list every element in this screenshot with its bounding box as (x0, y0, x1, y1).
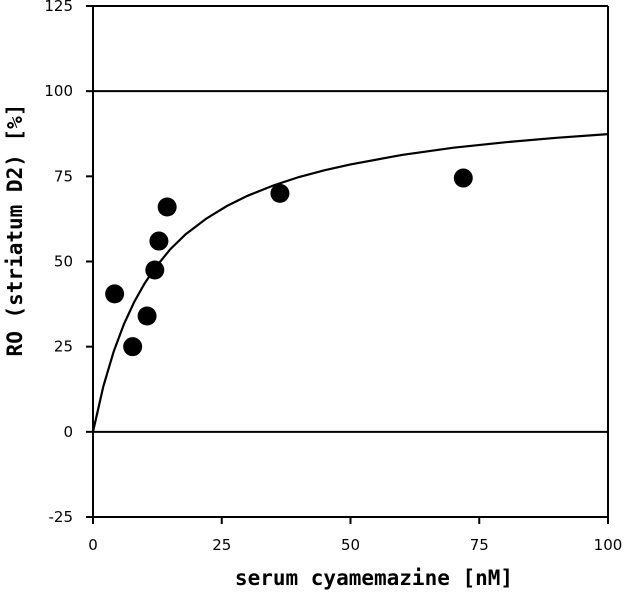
x-tick-label: 25 (212, 536, 231, 554)
plot-frame (92, 5, 609, 518)
data-point (157, 197, 177, 217)
y-tick-label: 125 (44, 0, 73, 15)
x-axis-title: serum cyamemazine [nM] (235, 566, 513, 590)
data-point (453, 168, 473, 188)
data-point (145, 260, 165, 280)
data-point (123, 337, 143, 357)
reference-lines (93, 90, 608, 433)
y-tick-label: -25 (49, 508, 74, 526)
x-tick-label: 50 (341, 536, 360, 554)
x-tick-label: 75 (470, 536, 489, 554)
x-axis-ticks: 0 25 50 75 100 (88, 517, 622, 554)
y-tick-label: 50 (54, 253, 73, 271)
y-tick-label: 0 (63, 423, 73, 441)
x-tick-label: 100 (594, 536, 623, 554)
y-tick-label: 75 (54, 167, 73, 185)
fit-curve (91, 133, 609, 433)
data-point (149, 231, 169, 251)
data-point (105, 284, 125, 304)
data-point (270, 183, 290, 203)
fit-curve-group (91, 133, 609, 433)
y-tick-label: 25 (54, 338, 73, 356)
y-axis-title: RO (striatum D2) [%] (3, 104, 27, 357)
x-tick-label: 0 (88, 536, 98, 554)
y-axis-ticks: -25 0 25 50 75 100 125 (44, 0, 93, 526)
data-point (137, 306, 157, 326)
y-tick-label: 100 (44, 82, 73, 100)
data-points (105, 168, 473, 357)
